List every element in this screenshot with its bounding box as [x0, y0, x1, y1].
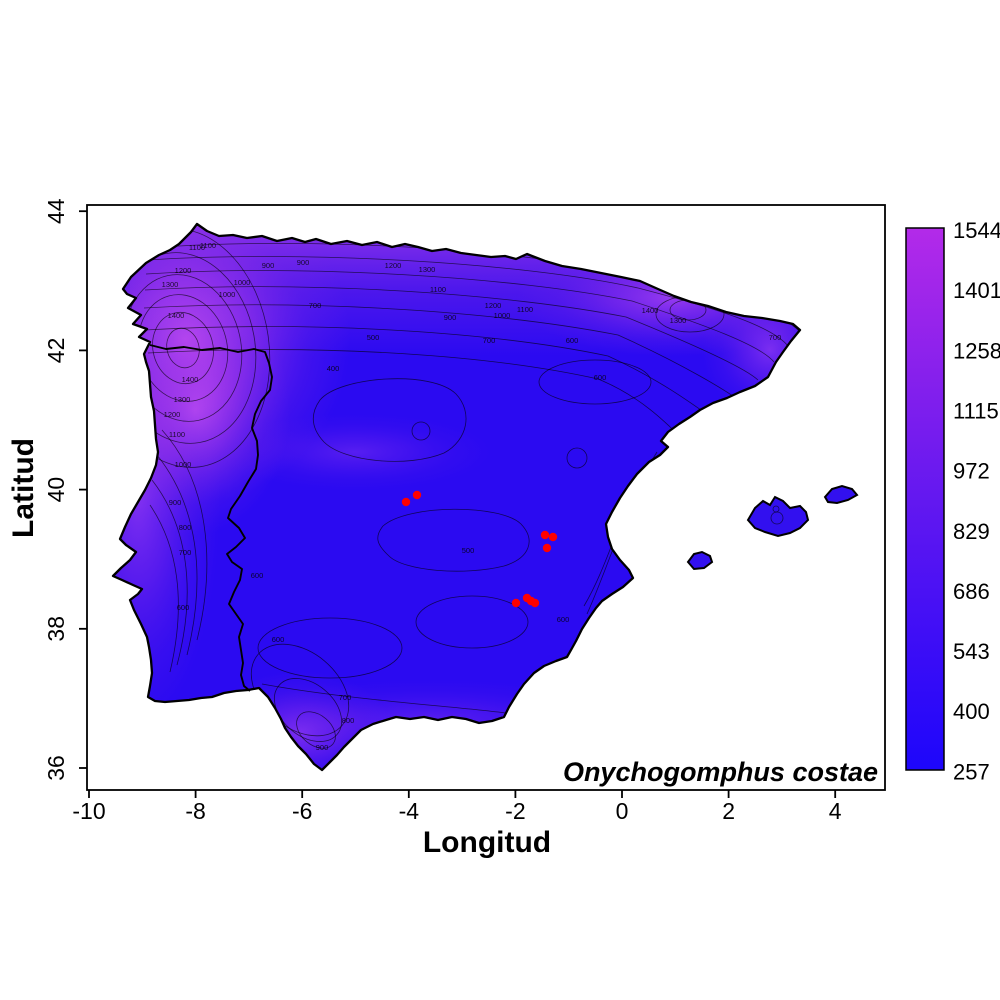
contour-value-label: 1000 — [234, 278, 251, 287]
x-tick-label: -6 — [292, 798, 312, 824]
occurrence-point — [542, 543, 552, 553]
contour-value-label: 1100 — [189, 243, 205, 252]
contour-value-label: 600 — [594, 373, 607, 382]
x-tick-label: -2 — [505, 798, 525, 824]
y-tick-label: 36 — [43, 755, 69, 781]
contour-value-label: 700 — [483, 336, 496, 345]
contour-value-label: 900 — [297, 258, 310, 267]
contour-value-label: 900 — [444, 313, 457, 322]
y-tick-label: 44 — [43, 198, 69, 224]
contour-value-label: 600 — [557, 615, 570, 624]
y-tick-label: 42 — [43, 338, 69, 364]
occurrence-point — [548, 532, 558, 542]
contour-value-label: 1000 — [175, 460, 192, 469]
contour-value-label: 1000 — [219, 290, 236, 299]
menorca-island — [823, 484, 859, 505]
contour-value-label: 1300 — [174, 395, 191, 404]
contour-value-label: 700 — [179, 548, 192, 557]
x-tick-label: 2 — [722, 798, 735, 824]
contour-value-label: 900 — [169, 498, 182, 507]
species-annotation: Onychogomphus costae — [563, 757, 878, 787]
contour-value-label: 600 — [177, 603, 190, 612]
contour-value-label: 500 — [367, 333, 380, 342]
x-axis-ticks: -10 -8 -6 -4 -2 0 2 4 — [72, 790, 842, 824]
x-tick-label: 0 — [616, 798, 629, 824]
colorbar — [905, 227, 945, 771]
contour-value-label: 1100 — [517, 305, 533, 314]
mallorca-island — [746, 495, 810, 538]
balearic-islands — [686, 484, 859, 571]
contour-value-label: 1300 — [419, 265, 436, 274]
ibiza-island — [686, 550, 714, 571]
contour-value-label: 1400 — [168, 311, 185, 320]
occurrence-point — [412, 490, 422, 500]
central-ridge-gradient — [220, 414, 490, 490]
contour-value-label: 1400 — [642, 306, 659, 315]
colorbar-tick-label: 829 — [953, 519, 990, 544]
y-tick-label: 38 — [43, 616, 69, 642]
occurrence-point — [511, 598, 521, 608]
colorbar-tick-label: 686 — [953, 579, 990, 604]
contour-value-label: 1100 — [200, 241, 216, 250]
x-tick-label: -8 — [185, 798, 205, 824]
colorbar-tick-label: 972 — [953, 459, 990, 484]
y-tick-label: 40 — [43, 477, 69, 503]
y-axis-ticks: 36 38 40 42 44 — [43, 198, 87, 781]
west-coast-gradient — [113, 265, 220, 725]
contour-value-label: 900 — [316, 743, 329, 752]
contour-value-label: 1100 — [169, 430, 185, 439]
iberia-coastline — [111, 222, 802, 772]
x-tick-label: 4 — [829, 798, 842, 824]
catalonia-hotspot — [702, 282, 800, 418]
colorbar-tick-label: 257 — [953, 759, 990, 784]
occurrence-point — [401, 497, 411, 507]
iberia-surface: 1100 1200 1300 1400 1000 1400 1300 1200 1100 1000… — [113, 224, 800, 770]
colorbar-labels: 1544 1401 1258 1115 972 829 686 543 400 257 — [953, 218, 1000, 784]
colorbar-tick-label: 1115 — [953, 398, 999, 423]
contour-value-label: 1300 — [692, 265, 709, 274]
contour-value-label: 800 — [342, 716, 355, 725]
contour-value-label: 1300 — [162, 280, 179, 289]
contour-value-label: 700 — [769, 333, 782, 342]
contour-value-label: 1400 — [182, 375, 199, 384]
x-axis-title: Longitud — [423, 826, 551, 859]
contour-value-label: 800 — [179, 523, 192, 532]
colorbar-tick-label: 1401 — [953, 278, 1000, 303]
contour-value-label: 700 — [309, 301, 322, 310]
contour-value-label: 1200 — [385, 261, 402, 270]
mallorca-contour — [770, 511, 784, 525]
x-tick-label: -4 — [399, 798, 420, 824]
colorbar-tick-label: 1544 — [953, 218, 1000, 243]
contour-value-label: 900 — [262, 261, 275, 270]
contour-value-label: 1200 — [485, 301, 502, 310]
contour-value-label: 600 — [272, 635, 285, 644]
contour-value-label: 700 — [339, 693, 352, 702]
contour-value-label: 1200 — [164, 410, 181, 419]
contour-value-label: 1000 — [494, 311, 511, 320]
plot-box — [86, 204, 886, 791]
x-tick-label: -10 — [72, 798, 105, 824]
contour-value-label: 1300 — [670, 316, 687, 325]
contour-value-label: 600 — [566, 336, 579, 345]
occurrence-point — [540, 530, 550, 540]
colorbar-tick-label: 400 — [953, 699, 990, 724]
contour-value-label: 1200 — [622, 260, 639, 269]
contour-value-label: 1100 — [430, 285, 446, 294]
contour-value-label: 600 — [251, 571, 264, 580]
occurrence-point — [530, 598, 540, 608]
occurrence-points — [401, 490, 558, 608]
portugal-spain-border — [149, 344, 273, 692]
y-axis-title: Latitud — [7, 438, 40, 538]
contour-value-label: 400 — [327, 364, 340, 373]
contour-value-label: 500 — [462, 546, 475, 555]
colorbar-tick-label: 1258 — [953, 338, 1000, 363]
contour-value-label: 1200 — [175, 266, 192, 275]
colorbar-tick-label: 543 — [953, 639, 990, 664]
